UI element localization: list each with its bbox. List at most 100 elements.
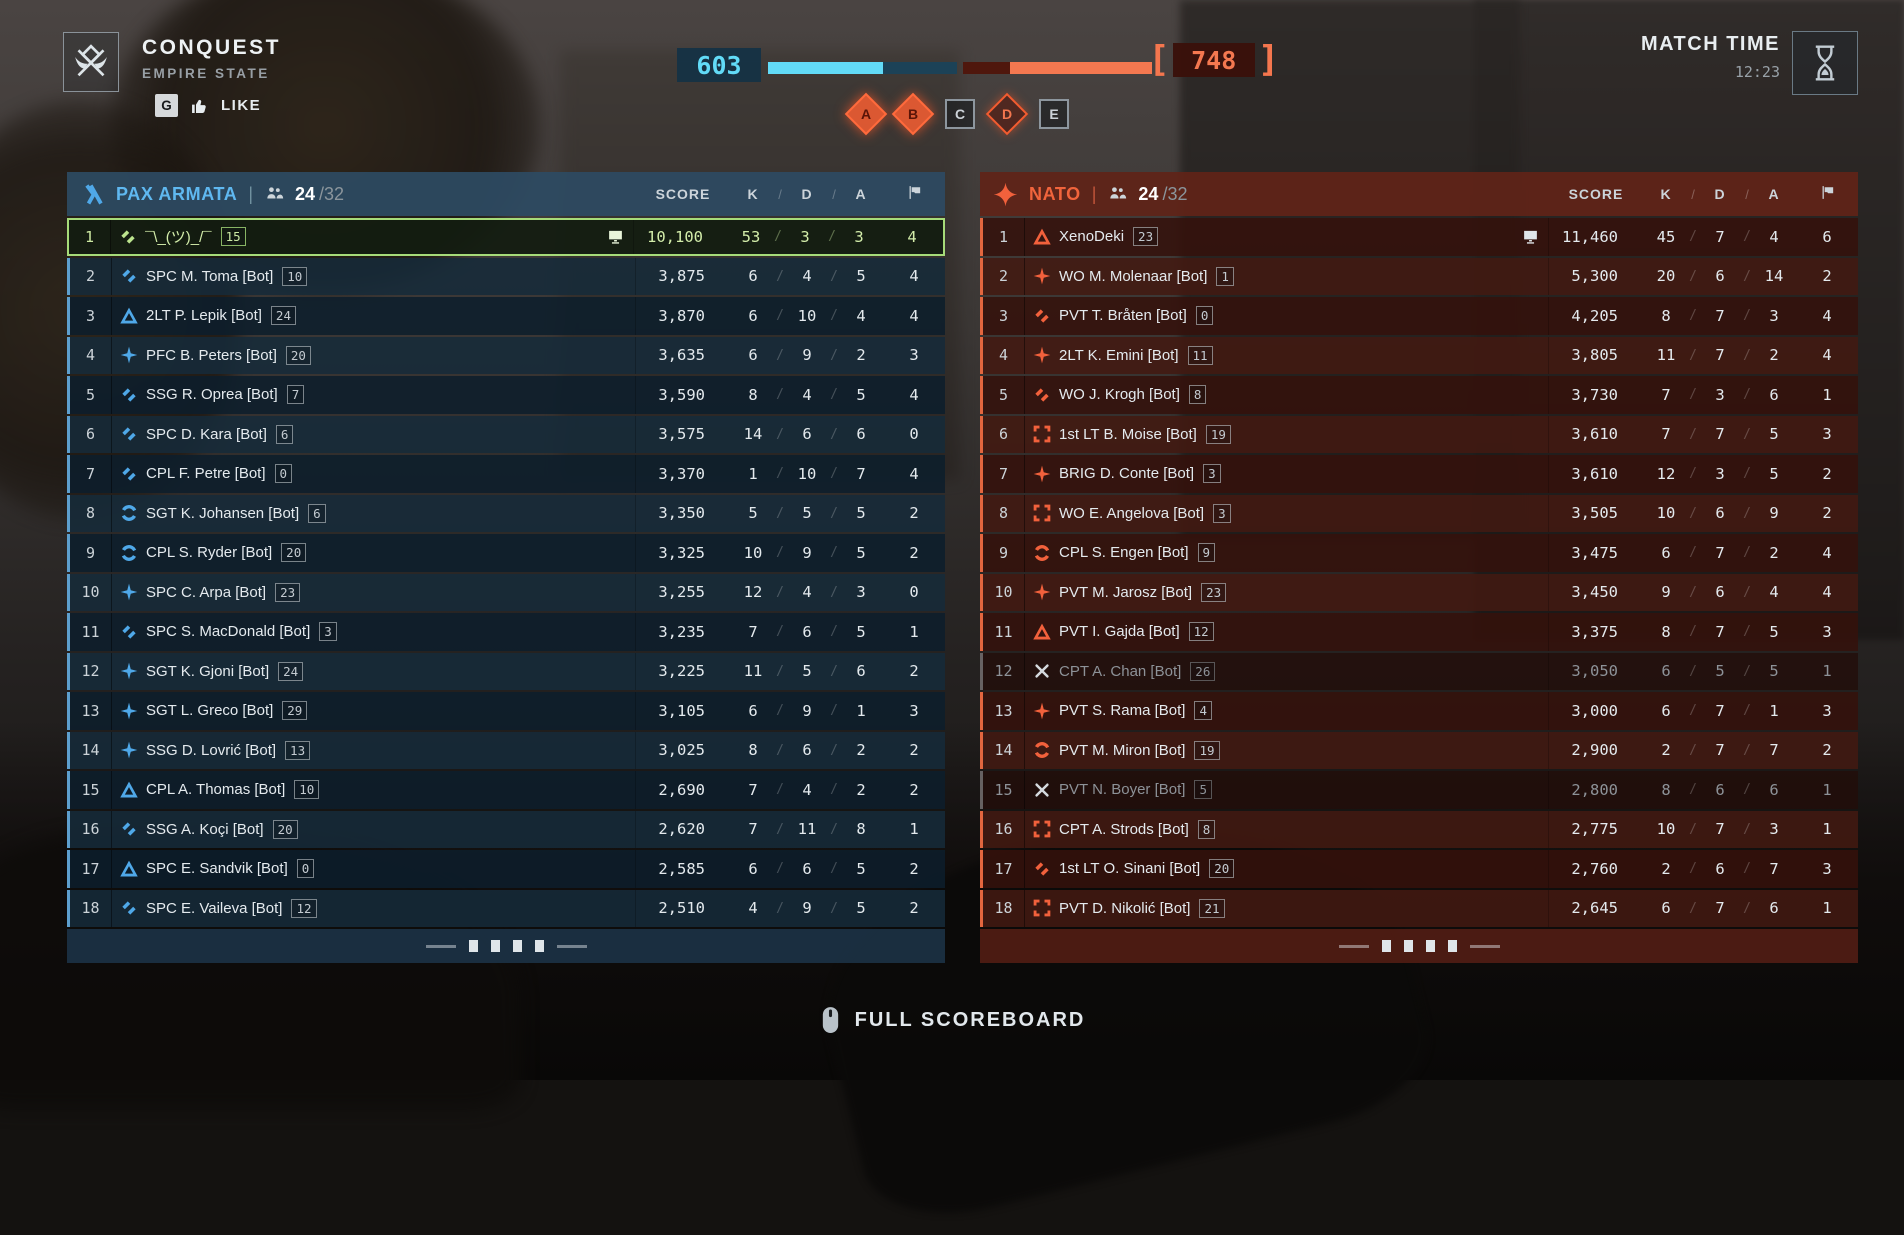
player-score: 3,610 [1548,415,1644,453]
column-score: SCORE [1568,186,1624,202]
player-level-badge: 10 [282,266,308,286]
support-class-icon [112,898,146,918]
player-row: 15 PVT N. Boyer [Bot] 5 2,800 8 / 6 / 6 1 [980,771,1858,809]
player-flags: 3 [909,701,919,720]
player-name: PVT N. Boyer [Bot] [1059,781,1186,799]
player-level-badge: 8 [1197,819,1216,839]
player-deaths: 6 [1715,780,1725,799]
player-name: PVT M. Jarosz [Bot] [1059,583,1193,601]
key-hint-badge[interactable]: G [155,94,178,117]
player-rank: 18 [983,889,1025,927]
scoreboard-pagination-left[interactable] [67,929,945,963]
player-name: CPT A. Chan [Bot] [1059,662,1182,680]
player-flags: 6 [1822,227,1832,246]
player-assists: 7 [1769,859,1779,878]
player-score: 3,000 [1548,692,1644,730]
player-name: 1st LT O. Sinani [Bot] [1059,860,1201,878]
player-kills: 12 [1656,464,1676,483]
player-score: 3,730 [1548,376,1644,414]
team-panel-pax-armata: PAX ARMATA | 24 /32 SCORE K / D / A 1 ¯\… [67,172,945,963]
player-level-badge: 24 [270,306,296,326]
dead-class-icon [1025,780,1059,800]
player-score: 3,575 [635,415,731,453]
player-deaths: 5 [802,662,812,681]
player-flags: 4 [907,227,917,246]
player-flags: 2 [1822,464,1832,483]
player-kills: 8 [748,385,758,404]
player-level-badge: 3 [319,622,337,642]
player-deaths: 6 [802,741,812,760]
player-kills: 6 [1661,662,1671,681]
hourglass-icon [1792,31,1858,95]
player-flags: 2 [1822,267,1832,286]
player-deaths: 7 [1715,899,1725,918]
player-assists: 5 [856,859,866,878]
player-deaths: 7 [1715,227,1725,246]
right-team-tickets: [ 748 ] [1148,39,1280,80]
player-kills: 20 [1656,267,1676,286]
player-kills: 6 [748,267,758,286]
player-name: PVT D. Nikolić [Bot] [1059,899,1191,917]
player-level-badge: 19 [1205,424,1231,444]
player-kills: 2 [1661,741,1671,760]
player-deaths: 6 [1715,504,1725,523]
mode-title: CONQUEST [142,36,282,59]
player-flags: 1 [1822,899,1832,918]
player-kills: 8 [1661,780,1671,799]
team-header: NATO | 24 /32 SCORE K / D / A [980,172,1858,216]
player-level-badge: 0 [296,859,315,879]
player-assists: 2 [856,780,866,799]
player-name: 1st LT B. Moise [Bot] [1059,425,1197,443]
player-max: /32 [1162,183,1188,204]
left-team-tickets: 603 [677,48,761,82]
player-kills: 53 [741,227,761,246]
player-deaths: 9 [802,899,812,918]
player-assists: 4 [1769,583,1779,602]
player-row: 14 SSG D. Lovrić [Bot] 13 3,025 8 / 6 / 2… [67,731,945,769]
player-row: 16 CPT A. Strods [Bot] 8 2,775 10 / 7 / 3… [980,810,1858,848]
player-rank: 9 [983,534,1025,572]
player-score: 3,255 [635,573,731,611]
player-deaths: 10 [797,306,817,325]
player-deaths: 6 [802,425,812,444]
player-row: 18 PVT D. Nikolić [Bot] 21 2,645 6 / 7 / … [980,889,1858,927]
player-score: 3,370 [635,455,731,493]
full-scoreboard-hint[interactable]: FULL SCOREBOARD [0,1005,1904,1035]
player-score: 3,610 [1548,455,1644,493]
player-name: CPL S. Engen [Bot] [1059,544,1189,562]
player-score: 2,585 [635,850,731,888]
player-name: SPC C. Arpa [Bot] [146,583,267,601]
player-score: 3,590 [635,376,731,414]
player-rank: 1 [983,218,1025,256]
player-kills: 9 [1661,583,1671,602]
player-assists: 5 [856,622,866,641]
player-rank: 8 [983,494,1025,532]
player-flags: 2 [1822,741,1832,760]
player-assists: 4 [1769,227,1779,246]
player-rank: 17 [70,850,112,888]
player-row: 10 PVT M. Jarosz [Bot] 23 3,450 9 / 6 / 4… [980,573,1858,611]
scoreboard-pagination-right[interactable] [980,929,1858,963]
player-deaths: 7 [1715,306,1725,325]
column-kills: K [747,186,759,202]
objective-D: D [985,92,1029,136]
player-deaths: 9 [802,346,812,365]
player-name: WO E. Angelova [Bot] [1059,504,1205,522]
player-deaths: 6 [1715,859,1725,878]
like-button[interactable]: LIKE [221,97,262,114]
player-level-badge: 3 [1203,464,1221,484]
objective-A: A [844,92,888,136]
column-assists: A [855,186,867,202]
column-score: SCORE [655,186,711,202]
player-level-badge: 7 [286,385,305,405]
player-score: 3,875 [635,257,731,295]
assault-class-icon [1025,622,1059,642]
player-row: 9 CPL S. Engen [Bot] 9 3,475 6 / 7 / 2 4 [980,534,1858,572]
player-row: 10 SPC C. Arpa [Bot] 23 3,255 12 / 4 / 3 … [67,573,945,611]
column-kills: K [1660,186,1672,202]
recon-class-icon [1025,701,1059,721]
player-row: 8 SGT K. Johansen [Bot] 6 3,350 5 / 5 / 5… [67,494,945,532]
player-kills: 10 [1656,504,1676,523]
player-deaths: 10 [797,464,817,483]
